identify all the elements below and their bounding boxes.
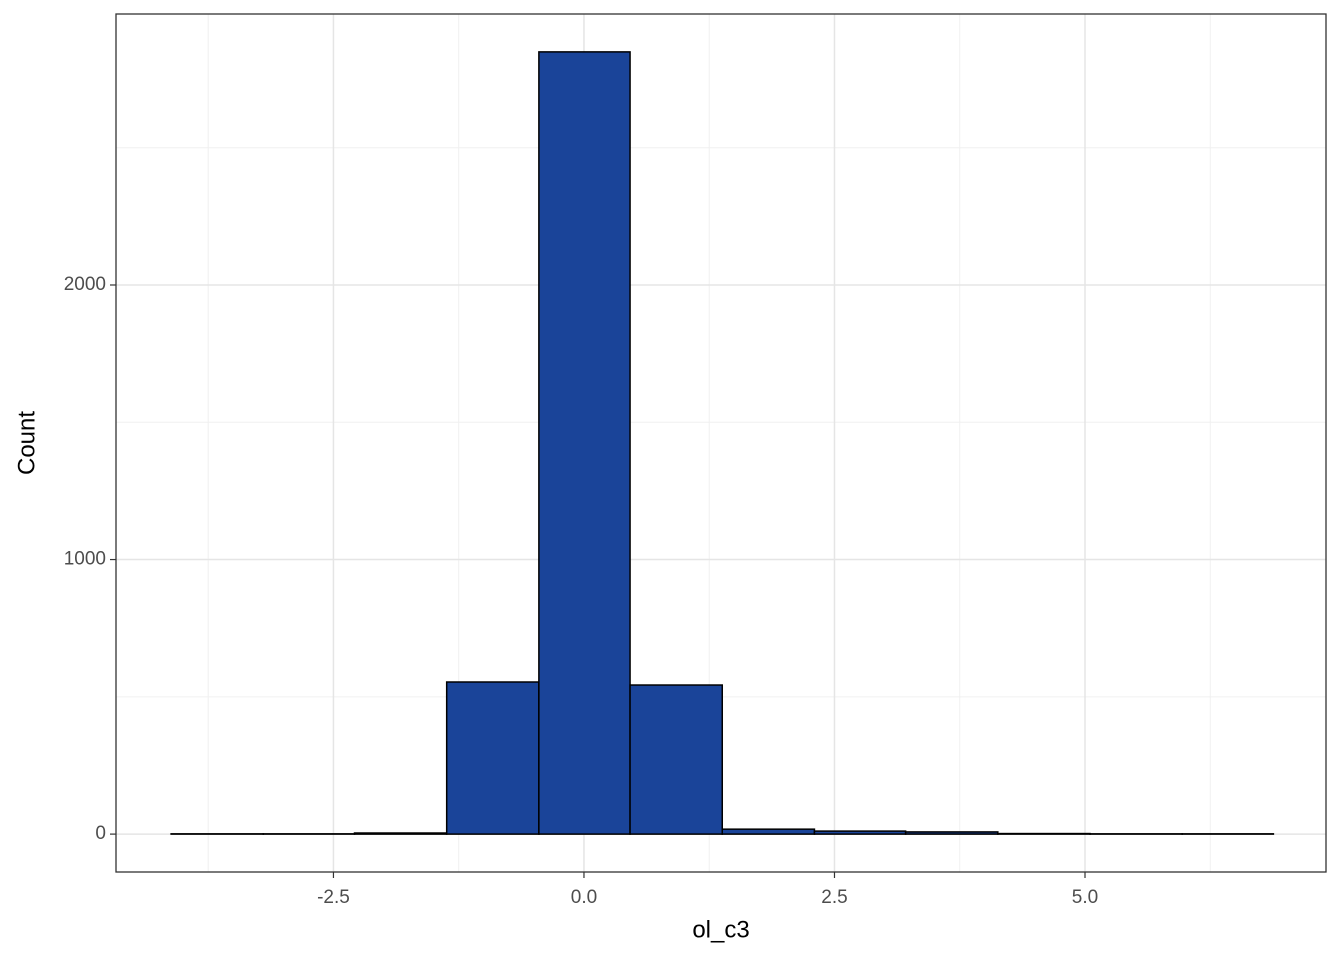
bar xyxy=(353,832,448,835)
bar xyxy=(813,830,907,835)
x-tick-label: 0.0 xyxy=(571,887,597,908)
x-tick-label: -2.5 xyxy=(317,887,350,908)
bar xyxy=(904,831,999,835)
x-axis-title: ol_c3 xyxy=(692,916,749,943)
y-tick-label: 2000 xyxy=(64,274,106,295)
y-tick-label: 1000 xyxy=(64,549,106,570)
x-tick-label: 5.0 xyxy=(1072,887,1098,908)
y-tick-label: 0 xyxy=(95,823,106,844)
bar xyxy=(721,828,816,835)
bar xyxy=(538,51,631,835)
bar xyxy=(445,681,540,835)
bar xyxy=(629,684,724,835)
panel-border xyxy=(115,13,1327,873)
bar xyxy=(997,832,1091,835)
x-tick-label: 2.5 xyxy=(821,887,847,908)
y-axis-title: Count xyxy=(13,411,40,475)
